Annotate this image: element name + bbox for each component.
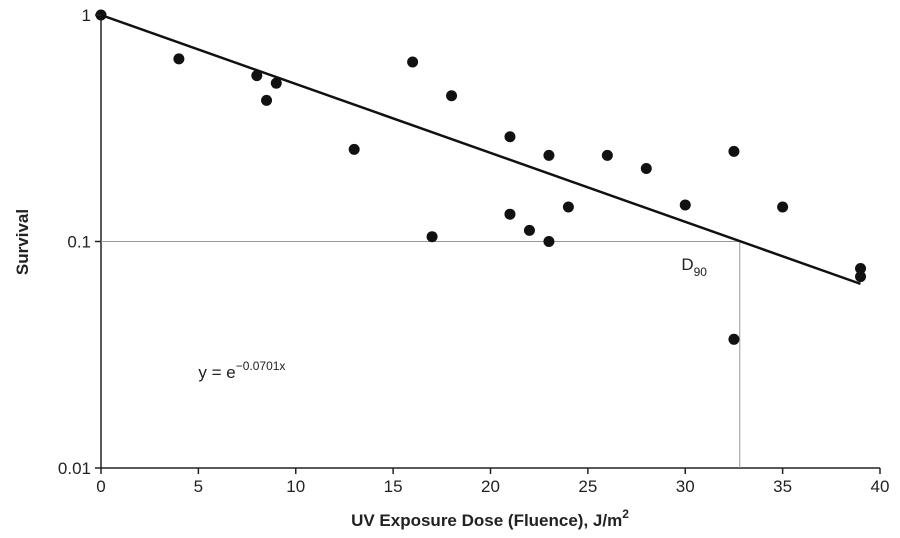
data-point <box>562 201 574 213</box>
data-point <box>348 143 360 155</box>
data-point <box>504 208 516 220</box>
x-ticks: 0 5 10 15 20 25 30 35 40 <box>96 468 889 496</box>
x-axis-title-main: UV Exposure Dose (Fluence), J/m <box>351 511 622 530</box>
data-point <box>173 53 185 65</box>
x-tick-label: 40 <box>871 477 890 496</box>
data-point <box>728 145 740 157</box>
d90-sub: 90 <box>694 265 708 279</box>
x-axis-title-sup: 2 <box>622 507 629 521</box>
x-axis-title: UV Exposure Dose (Fluence), J/m2 <box>351 507 629 530</box>
fit-line <box>100 13 861 286</box>
y-ticks: 0.01 0.1 1 <box>58 6 101 478</box>
fit-line-group <box>100 13 861 286</box>
y-tick-label: 0.01 <box>58 459 91 478</box>
data-point <box>426 231 438 243</box>
x-tick-label: 35 <box>773 477 792 496</box>
data-point <box>543 149 555 161</box>
reference-lines <box>101 241 741 468</box>
data-point <box>251 70 263 82</box>
x-tick-label: 30 <box>676 477 695 496</box>
x-tick-label: 10 <box>286 477 305 496</box>
data-point <box>679 199 691 211</box>
data-point <box>261 94 273 106</box>
d90-label: D90 <box>681 255 707 279</box>
data-point <box>543 236 555 247</box>
x-tick-label: 5 <box>194 477 203 496</box>
data-point <box>777 201 789 213</box>
data-point <box>855 262 867 274</box>
x-tick-label: 15 <box>384 477 403 496</box>
data-point <box>523 224 535 236</box>
data-point <box>640 163 652 175</box>
y-tick-label: 0.1 <box>67 233 91 252</box>
data-point <box>855 271 867 283</box>
x-tick-label: 0 <box>96 477 105 496</box>
equation-base: y = e <box>198 363 235 382</box>
data-point <box>728 333 740 345</box>
data-point <box>407 56 419 68</box>
x-tick-label: 20 <box>481 477 500 496</box>
x-tick-label: 25 <box>578 477 597 496</box>
d90-main: D <box>681 255 693 274</box>
data-point <box>270 77 282 89</box>
data-point <box>446 90 458 102</box>
y-tick-label: 1 <box>82 6 91 25</box>
equation-exponent: −0.0701x <box>236 359 286 373</box>
equation-annotation: y = e−0.0701x <box>198 359 285 382</box>
data-points <box>95 9 867 345</box>
y-axis-title: Survival <box>13 209 32 275</box>
data-point <box>601 149 613 161</box>
data-point <box>504 131 516 143</box>
